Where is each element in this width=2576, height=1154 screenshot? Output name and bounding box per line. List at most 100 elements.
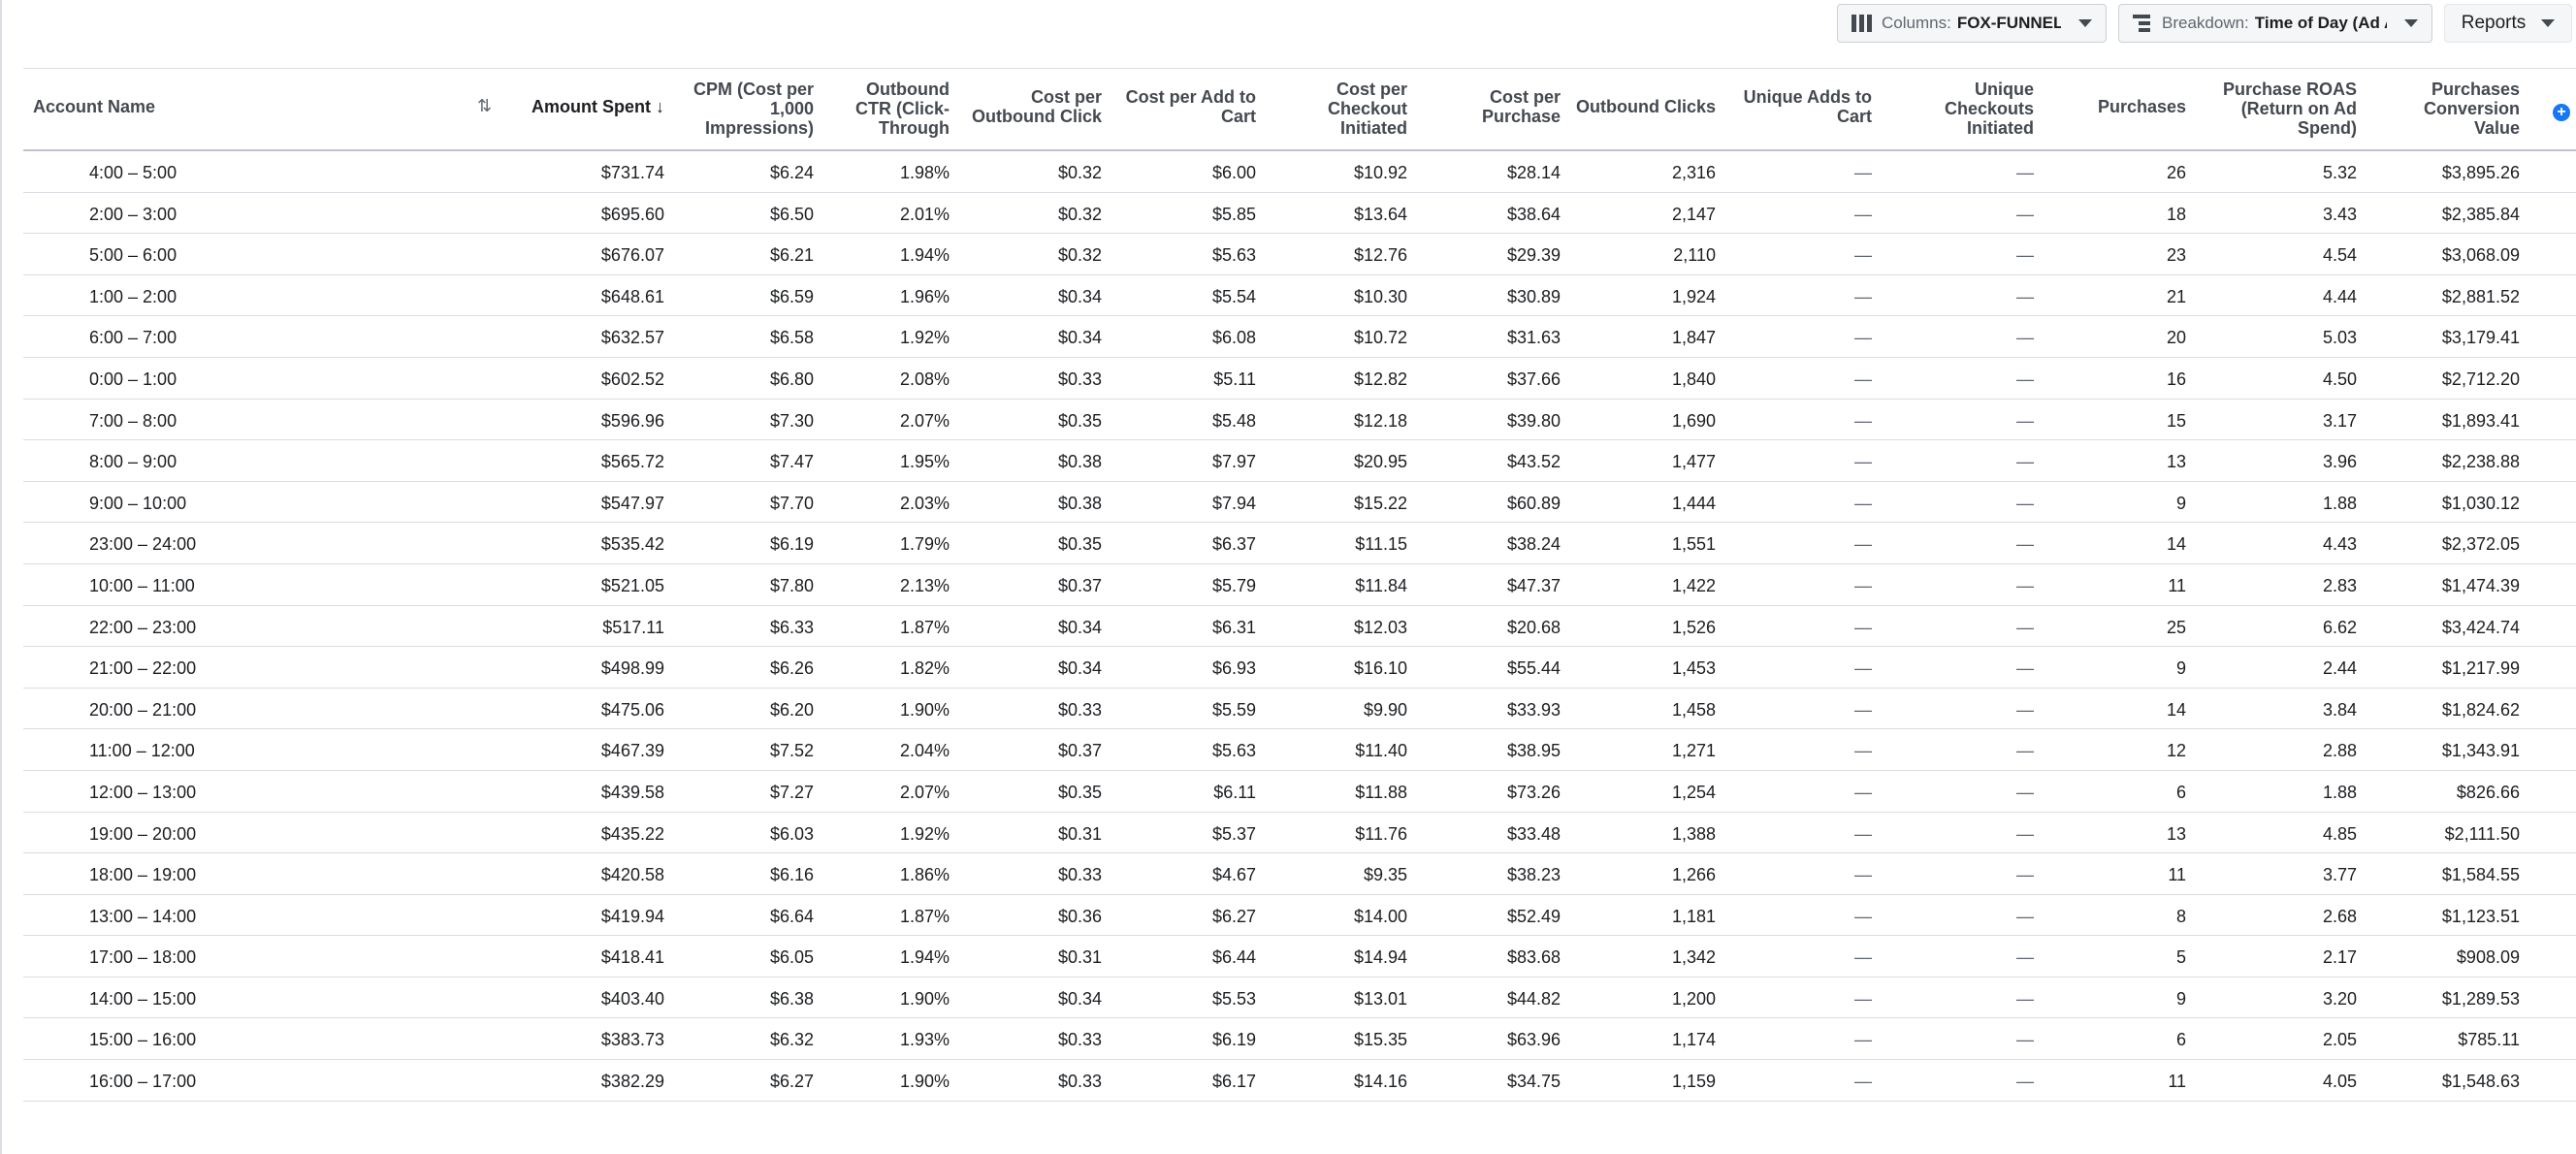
column-header-purchases-conversion-value[interactable]: Purchases Conversion Value <box>2424 80 2520 138</box>
table-row[interactable]: 11:00 – 12:00 $467.39 $7.52 2.04% $0.37 $5.63… <box>23 729 2576 771</box>
cell-cost-per-add-to-cart: $5.63 <box>1211 245 1256 266</box>
column-header-account-name[interactable]: Account Name <box>33 97 155 116</box>
cell-cost-per-checkout-initiated: $9.35 <box>1363 865 1407 885</box>
cell-unique-checkouts-initiated: — <box>2016 658 2034 679</box>
cell-outbound-ctr: 2.13% <box>899 575 950 595</box>
cell-cpm: $7.27 <box>769 782 814 802</box>
cell-unique-checkouts-initiated: — <box>2016 286 2034 306</box>
cell-unique-checkouts-initiated: — <box>2016 452 2034 472</box>
cell-purchase-roas: 4.44 <box>2322 286 2357 306</box>
cell-cpm: $6.33 <box>769 617 814 637</box>
cell-cost-per-outbound-click: $0.38 <box>1057 493 1102 513</box>
cell-cost-per-outbound-click: $0.33 <box>1057 699 1102 720</box>
table-row[interactable]: 12:00 – 13:00 $439.58 $7.27 2.07% $0.35 $6.11… <box>23 771 2576 813</box>
cell-cost-per-outbound-click: $0.33 <box>1057 1030 1102 1050</box>
column-header-cost-per-checkout-initiated[interactable]: Cost per Checkout Initiated <box>1328 80 1407 138</box>
cell-cost-per-purchase: $52.49 <box>1506 906 1561 926</box>
table-row[interactable]: 20:00 – 21:00 $475.06 $6.20 1.90% $0.33 $5.59… <box>23 689 2576 730</box>
cell-purchase-roas: 4.50 <box>2322 369 2357 389</box>
table-row[interactable]: 16:00 – 17:00 $382.29 $6.27 1.90% $0.33 $6.17… <box>23 1060 2576 1102</box>
column-header-purchases[interactable]: Purchases <box>2098 97 2186 116</box>
cell-purchases: 14 <box>2166 699 2186 720</box>
sort-toggle-icon[interactable]: ⇅ <box>477 96 493 115</box>
table-row[interactable]: 2:00 – 3:00 $695.60 $6.50 2.01% $0.32 $5.85 $1… <box>23 193 2576 235</box>
cell-purchase-roas: 4.54 <box>2322 245 2357 266</box>
table-row[interactable]: 0:00 – 1:00 $602.52 $6.80 2.08% $0.33 $5.11 $1… <box>23 358 2576 400</box>
cell-cost-per-purchase: $63.96 <box>1506 1030 1561 1050</box>
cell-cost-per-add-to-cart: $5.54 <box>1211 286 1256 306</box>
cell-cost-per-outbound-click: $0.33 <box>1057 369 1102 389</box>
cell-cost-per-purchase: $28.14 <box>1506 163 1561 182</box>
column-header-line: Cart <box>1220 107 1256 126</box>
table-row[interactable]: 5:00 – 6:00 $676.07 $6.21 1.94% $0.32 $5.63 $1… <box>23 234 2576 275</box>
cell-cost-per-checkout-initiated: $12.76 <box>1353 245 1407 266</box>
column-header-outbound-clicks[interactable]: Outbound Clicks <box>1576 97 1716 116</box>
cell-outbound-clicks: 1,422 <box>1671 575 1716 595</box>
report-toolbar: Columns: FOX-FUNNELS Breakdown: Time of … <box>1837 0 2576 47</box>
cell-purchase-roas: 3.17 <box>2322 410 2357 431</box>
cell-amount-spent: $498.99 <box>600 658 664 679</box>
cell-cost-per-add-to-cart: $6.44 <box>1211 947 1256 968</box>
table-row[interactable]: 19:00 – 20:00 $435.22 $6.03 1.92% $0.31 $5.37… <box>23 813 2576 854</box>
cell-outbound-clicks: 1,271 <box>1671 741 1716 761</box>
table-row[interactable]: 10:00 – 11:00 $521.05 $7.80 2.13% $0.37 $5.79… <box>23 564 2576 606</box>
column-header-unique-adds-to-cart[interactable]: Unique Adds to Cart <box>1744 87 1872 126</box>
table-row[interactable]: 13:00 – 14:00 $419.94 $6.64 1.87% $0.36 $6.27… <box>23 895 2576 937</box>
breakdown-dropdown[interactable]: Breakdown: Time of Day (Ad Account Time … <box>2118 4 2432 43</box>
cell-cost-per-purchase: $38.24 <box>1506 534 1561 555</box>
table-row[interactable]: 21:00 – 22:00 $498.99 $6.26 1.82% $0.34 $6.93… <box>23 647 2576 689</box>
cell-purchases: 15 <box>2166 410 2186 431</box>
table-row[interactable]: 14:00 – 15:00 $403.40 $6.38 1.90% $0.34 $5.53… <box>23 978 2576 1019</box>
table-row[interactable]: 22:00 – 23:00 $517.11 $6.33 1.87% $0.34 $6.31… <box>23 606 2576 648</box>
cell-purchase-roas: 2.68 <box>2322 906 2357 926</box>
table-row[interactable]: 15:00 – 16:00 $383.73 $6.32 1.93% $0.33 $6.19… <box>23 1018 2576 1061</box>
table-row[interactable]: 8:00 – 9:00 $565.72 $7.47 1.95% $0.38 $7.97 $2… <box>23 440 2576 482</box>
cell-purchases: 16 <box>2166 369 2186 389</box>
breakdown-icon <box>2133 15 2150 32</box>
cell-purchases: 8 <box>2175 906 2186 926</box>
reports-dropdown[interactable]: Reports <box>2444 4 2572 43</box>
column-header-cost-per-purchase[interactable]: Cost per Purchase <box>1482 87 1561 126</box>
column-header-unique-checkouts-initiated[interactable]: Unique Checkouts Initiated <box>1945 80 2034 138</box>
add-column-icon[interactable]: + <box>2553 104 2570 121</box>
table-row[interactable]: 1:00 – 2:00 $648.61 $6.59 1.96% $0.34 $5.54 $1… <box>23 275 2576 317</box>
table-row[interactable]: 17:00 – 18:00 $418.41 $6.05 1.94% $0.31 $6.44… <box>23 936 2576 978</box>
cell-cost-per-purchase: $43.52 <box>1506 452 1561 472</box>
cell-purchases-conversion-value: $1,548.63 <box>2441 1072 2520 1092</box>
table-row[interactable]: 23:00 – 24:00 $535.42 $6.19 1.79% $0.35 $6.37… <box>23 523 2576 564</box>
cell-account-name: 18:00 – 19:00 <box>89 865 197 885</box>
table-row[interactable]: 9:00 – 10:00 $547.97 $7.70 2.03% $0.38 $7.94 $… <box>23 482 2576 524</box>
column-header-amount-spent[interactable]: Amount Spent ↓ <box>531 97 664 116</box>
cell-cost-per-outbound-click: $0.38 <box>1057 452 1102 472</box>
table-row[interactable]: 7:00 – 8:00 $596.96 $7.30 2.07% $0.35 $5.48 $1… <box>23 400 2576 441</box>
column-header-purchase-roas[interactable]: Purchase ROAS (Return on Ad Spend) <box>2223 80 2357 138</box>
cell-purchase-roas: 2.83 <box>2322 575 2357 595</box>
cell-amount-spent: $521.05 <box>600 575 664 595</box>
cell-amount-spent: $695.60 <box>600 204 664 224</box>
chevron-down-icon <box>2541 19 2556 27</box>
column-header-line: Purchases <box>2097 97 2186 116</box>
table-row[interactable]: 18:00 – 19:00 $420.58 $6.16 1.86% $0.33 $4.67… <box>23 853 2576 895</box>
column-header-line: Purchase <box>1481 107 1561 126</box>
table-row[interactable]: 6:00 – 7:00 $632.57 $6.58 1.92% $0.34 $6.08 $1… <box>23 316 2576 358</box>
column-header-outbound-ctr[interactable]: Outbound CTR (Click- Through <box>855 80 950 138</box>
table-row[interactable]: 4:00 – 5:00 $731.74 $6.24 1.98% $0.32 $6.00 $1… <box>23 151 2576 193</box>
table-body: 4:00 – 5:00 $731.74 $6.24 1.98% $0.32 $6.00 $1… <box>23 151 2576 1102</box>
column-header-line: Account Name <box>33 97 156 116</box>
columns-dropdown[interactable]: Columns: FOX-FUNNELS <box>1837 4 2107 43</box>
cell-cost-per-checkout-initiated: $14.94 <box>1353 947 1407 968</box>
cell-outbound-ctr: 1.95% <box>899 452 950 472</box>
cell-cpm: $6.64 <box>769 906 814 926</box>
cell-outbound-clicks: 1,551 <box>1671 534 1716 555</box>
left-panel-border <box>0 0 2 1154</box>
cell-purchases: 26 <box>2166 163 2186 182</box>
column-header-cost-per-outbound-click[interactable]: Cost per Outbound Click <box>972 87 1102 126</box>
column-header-cost-per-add-to-cart[interactable]: Cost per Add to Cart <box>1126 87 1256 126</box>
cell-cost-per-checkout-initiated: $15.22 <box>1353 493 1407 513</box>
cell-purchases: 9 <box>2175 493 2186 513</box>
cell-cost-per-outbound-click: $0.35 <box>1057 534 1102 555</box>
cell-purchase-roas: 4.05 <box>2322 1072 2357 1092</box>
cell-cost-per-outbound-click: $0.34 <box>1057 617 1102 637</box>
column-header-line: Purchases <box>2431 80 2520 99</box>
column-header-cpm[interactable]: CPM (Cost per 1,000 Impressions) <box>693 80 814 138</box>
